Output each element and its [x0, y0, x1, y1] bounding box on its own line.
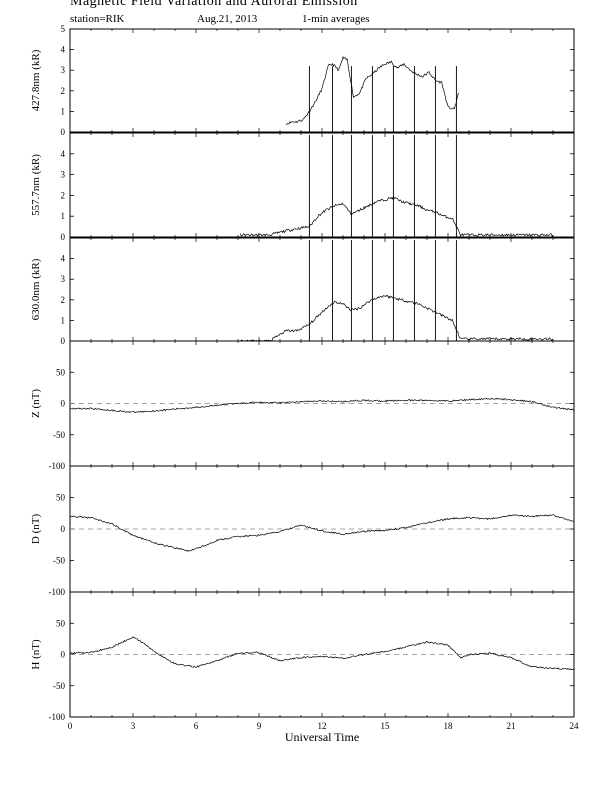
- y-tick-label: 1: [61, 106, 66, 116]
- x-tick-label: 0: [68, 721, 73, 731]
- panel-frame: [69, 132, 575, 238]
- x-tick-label: 24: [570, 721, 580, 731]
- panel-2: 0 1 2 3 4 557.7nm (kR): [30, 132, 575, 242]
- x-tick-label: 18: [444, 721, 454, 731]
- y-tick-label: 4: [61, 149, 66, 159]
- y-tick-label: 50: [56, 618, 66, 628]
- y-tick-label: 5: [61, 24, 66, 34]
- station-label: station=RIK: [70, 13, 125, 25]
- x-tick-label: 3: [131, 721, 136, 731]
- panel-4: -100 -50 0 50 Z (nT): [30, 340, 575, 471]
- y-axis-label: 630.0nm (kR): [30, 258, 42, 320]
- y-tick-label: -100: [49, 461, 66, 471]
- panel-frame: [69, 237, 575, 342]
- y-tick-label: 2: [61, 190, 66, 200]
- y-tick-label: 3: [61, 65, 66, 75]
- x-tick-label: 12: [318, 721, 327, 731]
- x-tick-label: 15: [381, 721, 391, 731]
- y-tick-label: 0: [61, 524, 66, 534]
- averaging-label: 1-min averages: [302, 13, 370, 25]
- y-tick-label: -50: [53, 430, 65, 440]
- y-tick-label: -50: [53, 681, 65, 691]
- y-tick-label: 4: [61, 45, 66, 55]
- y-tick-label: 0: [61, 336, 66, 346]
- x-tick-label: 9: [257, 721, 262, 731]
- y-tick-label: 0: [61, 399, 66, 409]
- series-line: [239, 294, 554, 342]
- panel-6: -100 -50 0 50 H (nT) 0 3 6 9 12 15 18 21 24 Universal …: [30, 591, 580, 744]
- y-axis-label: 427.8nm (kR): [30, 49, 42, 111]
- y-tick-label: 4: [61, 254, 66, 264]
- y-tick-label: 1: [61, 315, 66, 325]
- y-tick-label: 2: [61, 295, 66, 305]
- panel-3: 0 1 2 3 4 630.0nm (kR): [30, 237, 575, 346]
- y-tick-label: 0: [61, 232, 66, 242]
- y-axis-label: 557.7nm (kR): [30, 154, 42, 216]
- y-tick-label: 1: [61, 211, 66, 221]
- panel-frame: [69, 28, 575, 133]
- y-tick-label: -100: [49, 587, 66, 597]
- y-tick-label: 50: [56, 367, 66, 377]
- panel-5: -100 -50 0 50 D (nT): [30, 465, 575, 597]
- y-tick-label: 3: [61, 274, 66, 284]
- y-tick-label: 0: [61, 650, 66, 660]
- y-axis-label: H (nT): [30, 639, 42, 670]
- y-tick-label: -50: [53, 556, 65, 566]
- y-tick-label: 2: [61, 86, 66, 96]
- x-tick-label: 21: [507, 721, 516, 731]
- series-line: [69, 636, 575, 671]
- x-tick-label: 6: [194, 721, 199, 731]
- date-label: Aug.21, 2013: [197, 13, 258, 25]
- series-line: [69, 397, 575, 413]
- series-line: [239, 195, 554, 237]
- x-axis-label: Universal Time: [285, 730, 359, 744]
- y-tick-label: 0: [61, 127, 66, 137]
- y-tick-label: 50: [56, 493, 66, 503]
- series-line: [69, 514, 575, 552]
- y-axis-label: Z (nT): [30, 389, 42, 418]
- y-axis-label: D (nT): [30, 514, 42, 545]
- y-tick-label: -100: [49, 712, 66, 722]
- chart-title: Magnetic Field Variation and Auroral Emi…: [70, 0, 358, 9]
- panel-1: 0 1 2 3 4 5 427.8nm (kR): [30, 24, 575, 137]
- y-tick-label: 3: [61, 170, 66, 180]
